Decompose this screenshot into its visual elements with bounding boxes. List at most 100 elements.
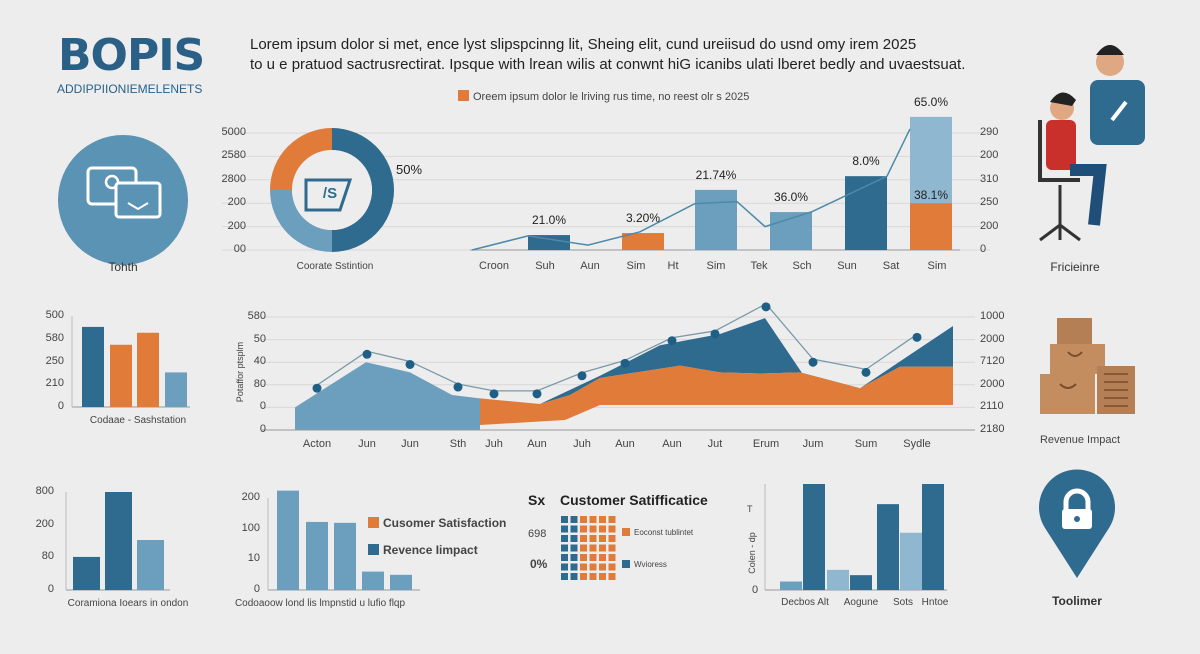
waffle-cell — [570, 573, 578, 580]
waffle-title: Customer Satifficatice — [560, 492, 708, 508]
waffle-cell — [561, 544, 568, 552]
x-tick-label: Sim — [626, 260, 646, 272]
x-tick-label: Sots — [892, 597, 914, 608]
y-tick: 0 — [253, 583, 260, 595]
laptop-label: Tohth — [108, 260, 138, 274]
person-label: Fricieinre — [1050, 260, 1100, 274]
bar — [695, 189, 737, 250]
legend-item: Eoconst tublintet — [622, 528, 693, 537]
waffle-cell — [561, 563, 568, 571]
waffle-cell — [580, 544, 587, 552]
donut-xlabel: Coorate Sstintion — [296, 261, 374, 272]
y-tick: 500 — [45, 309, 64, 321]
y-tick: 80 — [253, 377, 266, 390]
waffle-cell — [599, 554, 606, 561]
laptop-icon — [58, 135, 188, 265]
x-tick-label: Aun — [527, 438, 547, 450]
x-tick-label: Aun — [580, 260, 600, 272]
x-tick-label: Jut — [707, 438, 723, 450]
legend-item: Revence Iimpact — [368, 543, 478, 557]
data-point — [489, 389, 499, 399]
donut-y-tick: 2800 — [221, 172, 246, 185]
data-point — [362, 349, 372, 359]
data-point — [532, 389, 542, 399]
bar — [277, 490, 299, 590]
waffle-cell — [608, 516, 616, 523]
legend-item: Cusomer Satisfaction — [368, 516, 506, 530]
legend-swatch — [622, 528, 630, 536]
right-y-tick: 2180 — [980, 423, 1005, 435]
y-tick: 80 — [41, 550, 54, 563]
donut-slice — [270, 190, 332, 252]
donut-center-label: /S — [322, 185, 338, 202]
y-tick: 200 — [241, 491, 260, 503]
right-y-tick: 2110 — [980, 400, 1004, 413]
bar — [827, 569, 849, 590]
right-y-tick: 290 — [980, 126, 999, 138]
legend: Oreem ipsum dolor le lriving rus time, n… — [458, 90, 749, 103]
y-tick: 580 — [247, 310, 266, 322]
y-axis-label: Colen - dp — [747, 532, 757, 574]
waffle-cell — [580, 554, 587, 561]
bar — [82, 326, 104, 407]
y-tick: 580 — [45, 331, 64, 344]
legend-label: Oreem ipsum dolor le lriving rus time, n… — [473, 91, 750, 103]
bar — [877, 504, 899, 590]
area-orange — [480, 365, 953, 425]
y-tick: 100 — [241, 521, 260, 534]
brand-subtitle: ADDIPPIIONIEMELENETS — [57, 82, 203, 96]
area-dark — [540, 318, 953, 405]
bar — [306, 521, 328, 590]
bar — [900, 532, 922, 590]
waffle-cell — [580, 573, 587, 580]
y-tick: 800 — [35, 485, 54, 497]
waffle-cell — [580, 516, 587, 523]
x-tick-label: Acton — [302, 438, 332, 450]
data-point — [453, 382, 463, 392]
x-tick-label: Tek — [750, 260, 768, 272]
lock-pin-label: Toolimer — [1052, 594, 1102, 608]
x-tick-label: Croon — [479, 260, 509, 272]
legend-label: Eoconst tublintet — [634, 528, 694, 537]
waffle-cell — [570, 535, 578, 542]
donut-y-tick: 200 — [227, 219, 246, 232]
x-tick-label: Juh — [573, 438, 591, 450]
person-at-desk-icon — [1038, 45, 1145, 242]
chart-xlabel: Codoaoow lond lis lmpnstid u lufio flqp — [234, 598, 406, 609]
data-point — [312, 383, 322, 393]
bar-label: 65.0% — [913, 94, 949, 109]
waffle-cell — [570, 554, 578, 561]
y-tick: 0 — [259, 400, 266, 413]
bar — [362, 571, 384, 590]
x-tick-label: Sim — [927, 260, 947, 272]
waffle-cell — [589, 544, 597, 552]
waffle-cell — [580, 535, 587, 542]
trend-line — [471, 128, 911, 251]
y-tick: 0 — [259, 423, 266, 435]
waffle-cell — [599, 525, 606, 533]
x-tick-label: Sth — [449, 438, 467, 450]
bar — [73, 556, 100, 590]
bar — [110, 344, 132, 407]
bar-label: 8.0% — [852, 154, 880, 169]
brand-title: BOPIS — [58, 30, 205, 81]
legend-swatch — [458, 90, 469, 101]
waffle-cell — [599, 516, 606, 523]
waffle-cell — [589, 554, 597, 561]
y-tick: 210 — [45, 377, 64, 390]
waffle-cell — [599, 563, 606, 571]
data-point — [861, 367, 871, 377]
waffle-label: 698 — [528, 528, 547, 540]
donut-y-tick: 200 — [227, 196, 246, 209]
bar-label: 21.74% — [695, 167, 737, 182]
bar — [922, 484, 944, 590]
waffle-cell — [561, 535, 568, 542]
waffle-cell — [589, 535, 597, 542]
y-axis-label: Potaffor ptsplm — [235, 341, 245, 403]
waffle-cell — [608, 535, 616, 542]
donut-y-tick: 5000 — [221, 126, 246, 138]
y-tick: 200 — [35, 517, 54, 530]
data-point — [667, 336, 677, 346]
waffle-cell — [561, 516, 568, 523]
